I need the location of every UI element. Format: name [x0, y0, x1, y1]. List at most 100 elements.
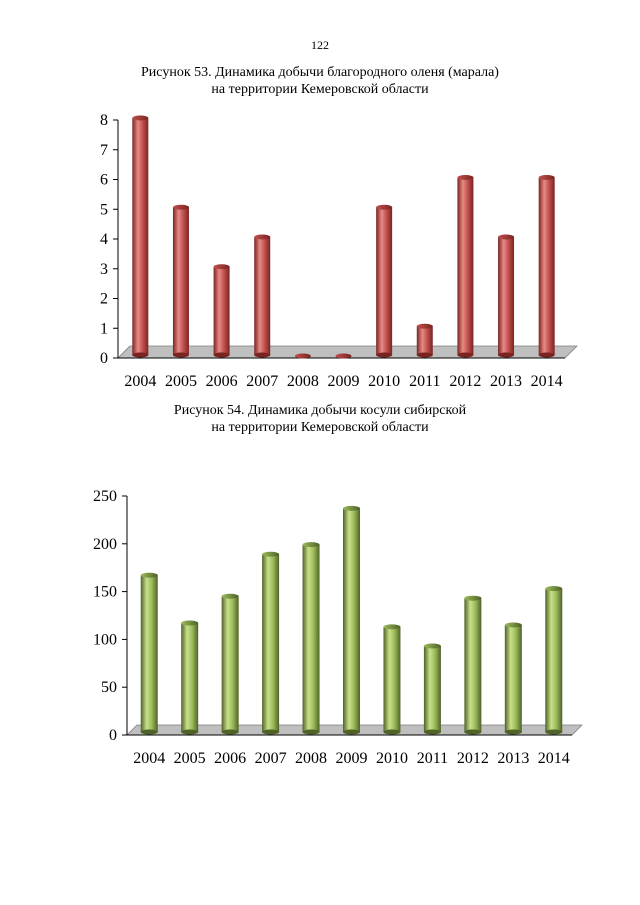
bar-body	[172, 207, 189, 355]
bar-body	[383, 626, 401, 732]
bar-2004	[140, 572, 158, 735]
bar-top-cap	[172, 204, 189, 210]
y-tick-label: 5	[100, 201, 108, 218]
bar-2009	[343, 505, 360, 735]
bar-2006	[221, 593, 239, 735]
bar-2014	[545, 586, 563, 735]
x-tick-label: 2005	[174, 750, 206, 767]
bar-bottom-cap	[140, 729, 158, 735]
bar-2013	[504, 622, 522, 735]
bar-top-cap	[213, 264, 230, 270]
y-tick-label: 2	[100, 291, 108, 308]
bar-2010	[376, 204, 393, 358]
figure-54-subtitle: на территории Кемеровской области	[211, 420, 429, 435]
bar-body	[538, 177, 555, 355]
x-tick-label: 2008	[295, 750, 327, 767]
bar-body	[545, 588, 563, 732]
bar-body	[423, 646, 441, 732]
x-tick-label: 2006	[214, 750, 246, 767]
figure-53-caption: Рисунок 53. Динамика добычи благородного…	[0, 64, 640, 98]
bar-2012	[457, 175, 474, 358]
bar-bottom-cap	[416, 352, 433, 358]
x-tick-label: 2014	[538, 750, 570, 767]
bar-top-cap	[504, 622, 522, 628]
bar-top-cap	[423, 643, 441, 649]
bar-2005	[172, 204, 189, 358]
bar-bottom-cap	[545, 729, 563, 735]
bar-body	[343, 508, 360, 732]
x-tick-label: 2013	[497, 750, 529, 767]
y-tick-label: 1	[100, 320, 108, 337]
bar-top-cap	[294, 353, 311, 359]
bar-top-cap	[262, 551, 280, 557]
red-deer-harvest-chart: 0 1 2 3 4 5 6 7 8 2004 2005 2006 2007 2008 2009 2010 201…	[100, 112, 578, 390]
bar-bottom-cap	[254, 352, 271, 358]
bar-2014	[538, 175, 555, 358]
bar-bottom-cap	[457, 352, 474, 358]
bar-body	[504, 624, 522, 732]
figure-54-caption: Рисунок 54. Динамика добычи косули сибир…	[0, 402, 640, 436]
bar-top-cap	[302, 542, 320, 548]
bar-top-cap	[538, 175, 555, 180]
bar-top-cap	[545, 586, 563, 592]
x-tick-label: 2006	[206, 373, 238, 390]
bar-body	[464, 598, 482, 732]
bar-top-cap	[140, 572, 158, 578]
x-tick-label: 2010	[368, 373, 400, 390]
bar-body	[498, 237, 515, 355]
bar-body	[181, 623, 199, 732]
bar-body	[140, 575, 158, 732]
bar-bottom-cap	[343, 729, 360, 735]
x-tick-label: 2012	[457, 750, 489, 767]
x-tick-label: 2005	[165, 373, 197, 390]
figure-54-title: Рисунок 54. Динамика добычи косули сибир…	[173, 403, 467, 418]
y-tick-label: 7	[100, 142, 108, 159]
bar-body	[262, 554, 280, 732]
y-tick-label: 6	[100, 172, 108, 189]
bar-top-cap	[132, 115, 149, 121]
y-tick-label: 200	[93, 536, 117, 553]
bar-top-cap	[464, 595, 482, 601]
bar-top-cap	[416, 323, 433, 329]
bar-2004	[132, 115, 149, 358]
x-tick-label: 2008	[287, 373, 319, 390]
bar-top-cap	[343, 505, 360, 511]
bar-bottom-cap	[262, 729, 280, 735]
bar-bottom-cap	[302, 729, 320, 735]
figure-53-subtitle: на территории Кемеровской области	[211, 82, 429, 97]
y-tick-label: 0	[100, 350, 108, 367]
x-tick-label: 2011	[409, 373, 440, 390]
x-tick-label: 2004	[124, 373, 156, 390]
bar-bottom-cap	[221, 729, 239, 735]
bar-bottom-cap	[504, 729, 522, 735]
bar-2008	[294, 353, 311, 359]
bar-2006	[213, 264, 230, 358]
bar-top-cap	[383, 624, 401, 630]
figure-53-title: Рисунок 53. Динамика добычи благородного…	[141, 65, 499, 80]
bar-bottom-cap	[383, 729, 401, 735]
bar-body	[376, 207, 393, 355]
bar-top-cap	[221, 593, 239, 599]
bar-top-cap	[498, 234, 515, 240]
bar-bottom-cap	[464, 729, 482, 735]
bar-2007	[262, 551, 280, 735]
bar-2013	[498, 234, 515, 358]
bar-2008	[302, 542, 320, 735]
bar-2011	[416, 323, 433, 358]
bar-2005	[181, 620, 199, 735]
x-tick-label: 2007	[255, 750, 287, 767]
bar-2011	[423, 643, 441, 735]
y-tick-label: 150	[93, 584, 117, 601]
bar-body	[221, 596, 239, 732]
x-tick-label: 2009	[328, 373, 360, 390]
y-tick-label: 250	[93, 488, 117, 505]
bar-body	[416, 326, 433, 355]
bar-2007	[254, 234, 271, 358]
bar-2012	[464, 595, 482, 735]
bar-2009	[335, 353, 352, 359]
bar-2010	[383, 624, 401, 735]
bar-bottom-cap	[181, 729, 199, 735]
y-tick-label: 0	[109, 727, 117, 744]
bar-top-cap	[376, 204, 393, 210]
x-tick-label: 2007	[246, 373, 278, 390]
